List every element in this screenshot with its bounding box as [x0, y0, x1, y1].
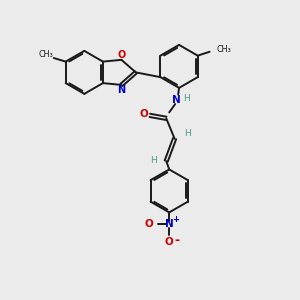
- Text: N: N: [165, 219, 174, 229]
- Text: O: O: [165, 237, 174, 247]
- Text: H: H: [184, 129, 190, 138]
- Text: -: -: [174, 234, 179, 247]
- Text: CH₃: CH₃: [216, 45, 231, 54]
- Text: H: H: [150, 156, 157, 165]
- Text: +: +: [172, 215, 179, 224]
- Text: O: O: [140, 109, 148, 119]
- Text: H: H: [183, 94, 190, 103]
- Text: O: O: [145, 219, 154, 229]
- Text: N: N: [172, 95, 181, 105]
- Text: CH₃: CH₃: [39, 50, 54, 59]
- Text: O: O: [118, 50, 126, 60]
- Text: N: N: [117, 85, 125, 95]
